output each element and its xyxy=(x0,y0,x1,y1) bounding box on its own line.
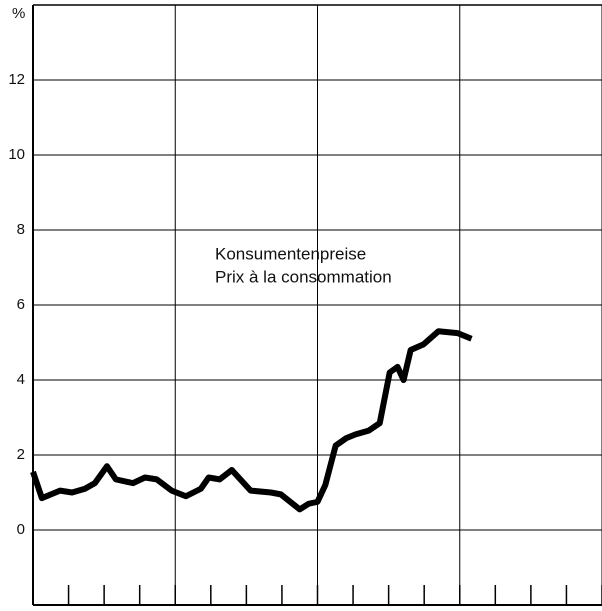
annotation: Konsumentenpreise xyxy=(215,244,366,263)
data-line xyxy=(30,328,473,513)
y-tick-label: 6 xyxy=(17,296,25,313)
y-tick-label: 8 xyxy=(17,221,25,238)
y-tick-label: 0 xyxy=(17,521,25,538)
y-axis-label: % xyxy=(12,5,25,22)
y-tick-label: 2 xyxy=(17,446,25,463)
y-tick-label: 12 xyxy=(8,71,25,88)
y-tick-label: 10 xyxy=(8,146,25,163)
annotation: Prix à la consommation xyxy=(215,267,392,286)
y-tick-label: 4 xyxy=(17,371,25,388)
